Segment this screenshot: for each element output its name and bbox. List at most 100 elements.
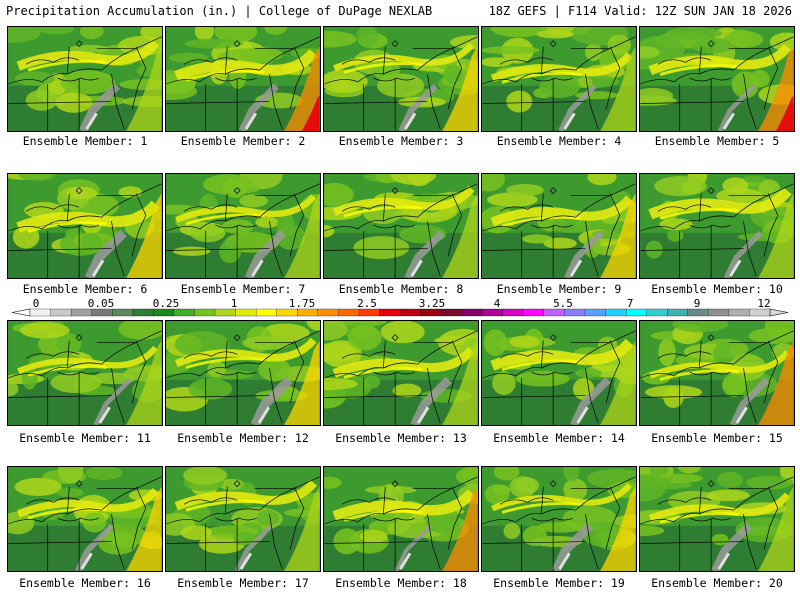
ensemble-member-map-17 [165,466,321,572]
ensemble-member-label: Ensemble Member: 15 [651,431,783,445]
colorbar-bin [523,308,545,317]
colorbar-tick-label: 1.75 [288,297,316,310]
precip-field [324,467,478,571]
colorbar-bin [584,308,607,317]
ensemble-member-label: Ensemble Member: 8 [338,282,464,296]
ensemble-member-map-4 [481,26,637,132]
ensemble-member-label: Ensemble Member: 6 [22,282,148,296]
ensemble-member-label: Ensemble Member: 11 [19,431,151,445]
precip-field [8,27,162,131]
precip-colorbar [11,308,789,317]
colorbar-bin [297,308,319,317]
ensemble-member-label: Ensemble Member: 20 [651,576,783,590]
ensemble-member-label: Ensemble Member: 12 [177,431,309,445]
ensemble-member-label: Ensemble Member: 10 [651,282,783,296]
colorbar-tick-label: 5.5 [553,297,573,310]
ensemble-member-map-8 [323,173,479,279]
precip-field [324,174,478,278]
ensemble-member-label: Ensemble Member: 1 [22,134,148,148]
ensemble-member-label: Ensemble Member: 2 [180,134,306,148]
colorbar-bin [543,308,565,317]
colorbar-bin [153,308,175,317]
colorbar-bin [173,308,195,317]
ensemble-member-label: Ensemble Member: 17 [177,576,309,590]
colorbar-bin [564,308,586,317]
colorbar-bin [646,308,668,317]
precip-field [640,321,794,425]
colorbar-bin [399,308,422,317]
colorbar-bin [420,308,442,317]
colorbar-bin [482,308,504,317]
ensemble-member-map-1 [7,26,163,132]
colorbar-bin [687,308,709,317]
colorbar-bin [461,308,483,317]
ensemble-member-map-5 [639,26,795,132]
ensemble-member-label: Ensemble Member: 7 [180,282,306,296]
precip-field [640,467,794,571]
colorbar-tick-label: 4 [493,297,501,310]
colorbar-bin [214,308,237,317]
ensemble-member-map-19 [481,466,637,572]
colorbar-bin [235,308,257,317]
ensemble-member-label: Ensemble Member: 5 [654,134,780,148]
precip-field [324,27,478,131]
colorbar-tick-label: 9 [693,297,701,310]
precip-field [482,174,636,278]
colorbar-tick-label: 0 [32,297,40,310]
ensemble-member-map-6 [7,173,163,279]
colorbar-bin [358,308,380,317]
colorbar-bin [667,308,689,317]
colorbar-bin [112,308,134,317]
ensemble-member-map-15 [639,320,795,426]
ensemble-member-map-20 [639,466,795,572]
precip-field [8,174,162,278]
ensemble-member-map-12 [165,320,321,426]
colorbar-bin [625,308,648,317]
ensemble-member-map-9 [481,173,637,279]
ensemble-member-map-3 [323,26,479,132]
colorbar-bin [379,308,401,317]
precip-field [482,27,636,131]
ensemble-member-map-14 [481,320,637,426]
colorbar-bin [338,308,360,317]
ensemble-member-map-2 [165,26,321,132]
colorbar-bin [50,308,72,317]
precip-field [166,467,320,571]
colorbar-bin [70,308,93,317]
precip-field [482,467,636,571]
precip-field [324,321,478,425]
ensemble-member-label: Ensemble Member: 13 [335,431,467,445]
colorbar-bin [728,308,750,317]
precip-field [166,174,320,278]
ensemble-member-map-13 [323,320,479,426]
colorbar-tick-label: 0.05 [87,297,115,310]
colorbar-tick-label: 12 [757,297,771,310]
ensemble-member-map-18 [323,466,479,572]
ensemble-member-map-16 [7,466,163,572]
colorbar-bin [132,308,154,317]
precip-field [166,27,320,131]
colorbar-bin [440,308,463,317]
ensemble-member-label: Ensemble Member: 3 [338,134,464,148]
colorbar-bin [605,308,627,317]
ensemble-member-label: Ensemble Member: 16 [19,576,151,590]
precip-field [166,321,320,425]
colorbar-tick-label: 0.25 [152,297,180,310]
ensemble-member-label: Ensemble Member: 18 [335,576,467,590]
model-run-info: 18Z GEFS | F114 Valid: 12Z SUN JAN 18 20… [488,4,792,18]
precip-field [640,174,794,278]
colorbar-bin [708,308,730,317]
precip-field [640,27,794,131]
colorbar-bin [194,308,216,317]
precip-field [482,321,636,425]
colorbar-tick-label: 2.5 [357,297,377,310]
precip-field [8,467,162,571]
colorbar-bin [502,308,524,317]
colorbar-tick-label: 7 [626,297,634,310]
ensemble-member-label: Ensemble Member: 4 [496,134,622,148]
ensemble-member-label: Ensemble Member: 14 [493,431,625,445]
colorbar-bin [91,308,113,317]
ensemble-member-label: Ensemble Member: 9 [496,282,622,296]
ensemble-member-label: Ensemble Member: 19 [493,576,625,590]
ensemble-member-map-10 [639,173,795,279]
